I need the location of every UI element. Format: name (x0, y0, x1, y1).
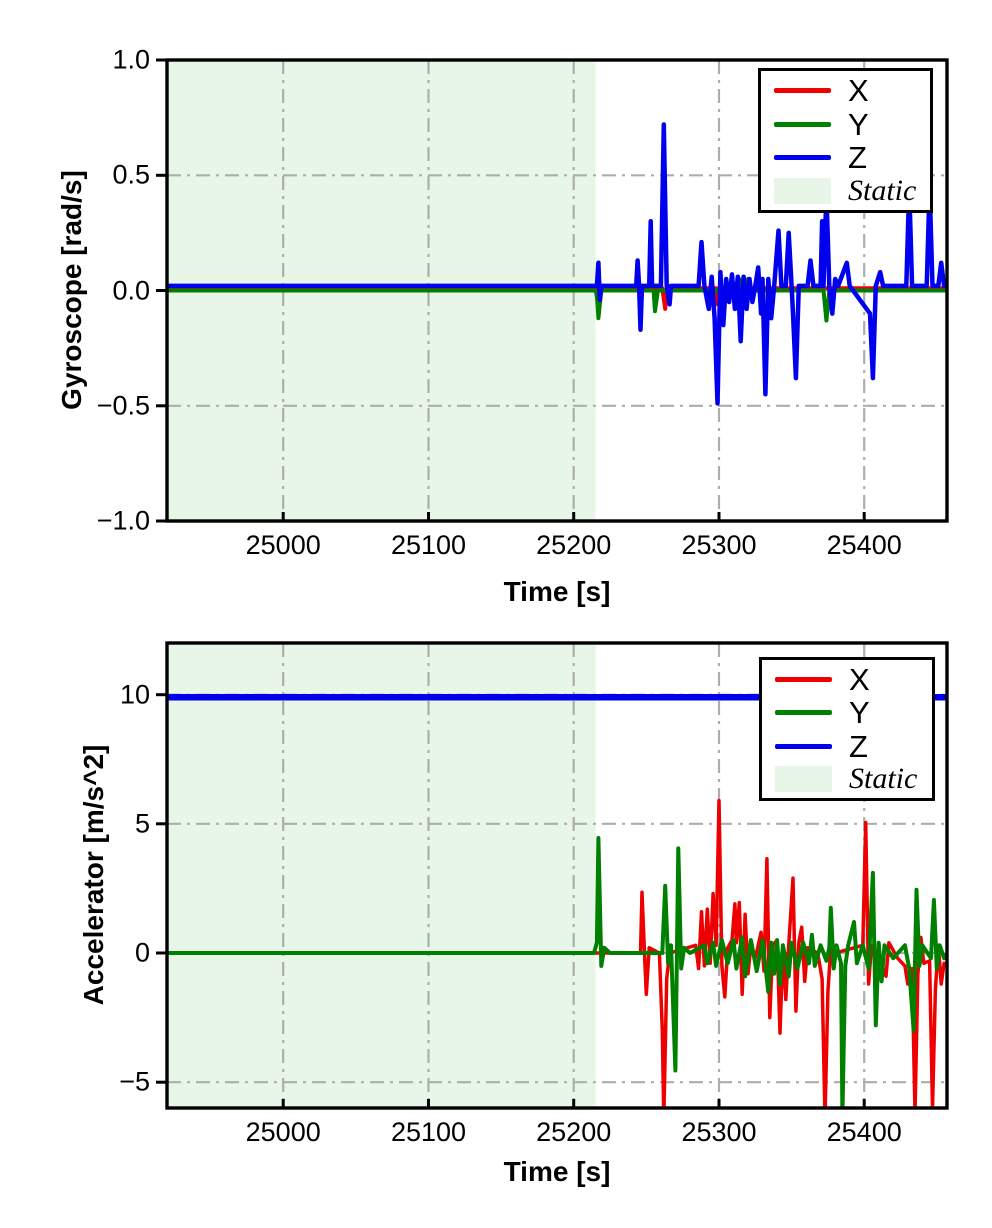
axes-border (165, 58, 949, 523)
legend-bottom: X Y Z Static (759, 657, 935, 801)
y-tick-label: 10 (119, 679, 150, 710)
legend-entry-y: Y (761, 109, 930, 140)
legend-entry-label: Z (849, 728, 868, 764)
x-tick-label: 25300 (681, 530, 757, 560)
legend-line-sample (774, 121, 831, 127)
legend-entry-label: Y (848, 106, 869, 142)
static-region (167, 643, 596, 1108)
legend-entry-label: Static (848, 173, 917, 207)
legend-entry-z: Z (761, 142, 930, 173)
y-tick-label: 0.0 (112, 275, 150, 305)
y-tick-label: −1.0 (96, 505, 150, 536)
legend-line-sample (775, 677, 832, 683)
legend-entry-label: Y (849, 695, 870, 731)
y-tick-label: 0.5 (112, 159, 150, 190)
legend-entry-z: Z (762, 731, 932, 762)
legend-patch-sample (775, 765, 832, 792)
x-tick-label: 25100 (390, 530, 467, 560)
legend-entry-static: Static (761, 173, 930, 207)
x-tick-label: 25000 (245, 530, 321, 560)
legend-entry-label: Static (849, 761, 918, 795)
legend-line-sample (774, 88, 831, 94)
x-tick-label: 25400 (826, 530, 902, 560)
y-tick-label: 5 (134, 808, 150, 839)
x-axis-label-time-top: Time [s] (503, 576, 611, 607)
x-tick-label: 25200 (536, 530, 612, 560)
y-tick-label: −5 (119, 1066, 150, 1097)
series-layer (167, 122, 947, 406)
series-z-line (167, 122, 947, 406)
legend-top: X Y Z Static (758, 68, 933, 213)
y-tick-label: 0 (134, 937, 150, 968)
x-tick-label: 25300 (681, 1117, 757, 1147)
plot-1 (156, 641, 949, 1110)
x-axis-label-time-bottom: Time [s] (503, 1156, 611, 1187)
y-tick-label: 1.0 (112, 44, 150, 75)
legend-line-sample (775, 710, 832, 716)
legend-entry-static: Static (762, 761, 932, 795)
x-tick-label: 25000 (245, 1117, 321, 1147)
x-tick-label: 25200 (536, 1117, 612, 1147)
legend-entry-label: X (848, 73, 869, 109)
legend-patch-sample (774, 177, 831, 204)
legend-entry-y: Y (762, 697, 932, 728)
legend-entry-x: X (761, 75, 930, 106)
plot-0 (156, 58, 949, 523)
legend-entry-label: Z (848, 140, 867, 176)
x-tick-label: 25100 (390, 1117, 467, 1147)
x-tick-label: 25400 (826, 1117, 902, 1147)
legend-line-sample (775, 743, 832, 749)
y-axis-label-gyroscope: Gyroscope [rad/s] (56, 170, 87, 410)
axes-border (165, 641, 949, 1110)
legend-line-sample (774, 155, 831, 161)
legend-entry-label: X (849, 662, 870, 698)
series-y-line (167, 836, 947, 1108)
y-tick-label: −0.5 (96, 390, 150, 421)
y-axis-label-accelerator: Accelerator [m/s^2] (78, 744, 109, 1006)
legend-entry-x: X (762, 664, 932, 695)
